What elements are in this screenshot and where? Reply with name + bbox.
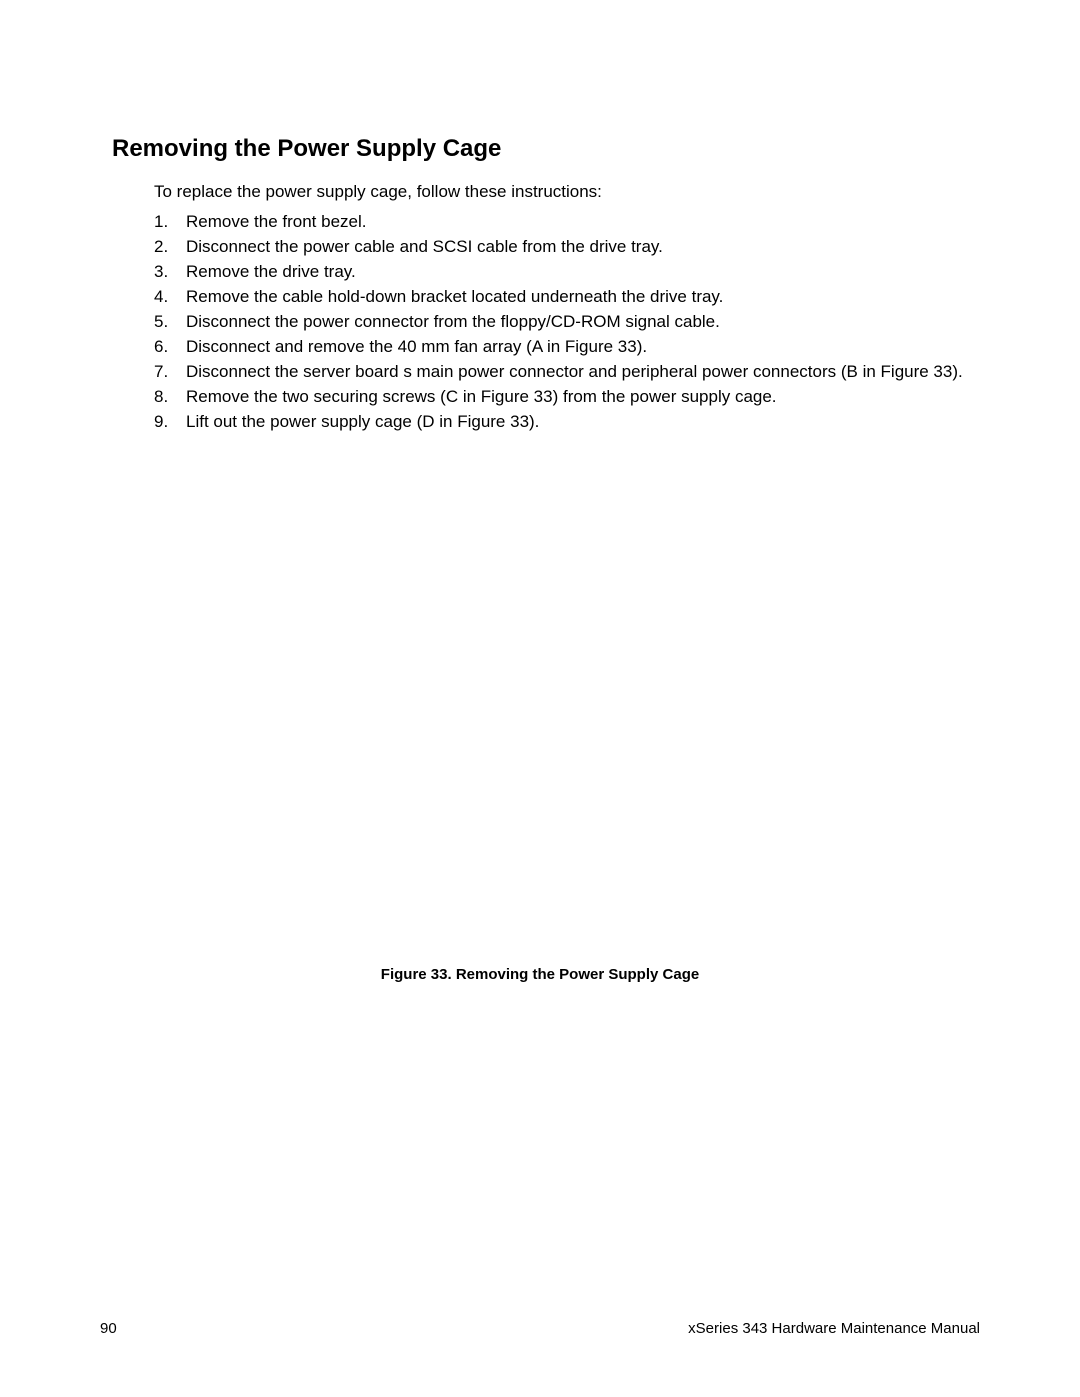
step-item: 9. Lift out the power supply cage (D in … — [154, 411, 980, 434]
step-text: Disconnect the power connector from the … — [186, 311, 980, 334]
step-item: 7. Disconnect the server board s main po… — [154, 361, 980, 384]
step-number: 8. — [154, 386, 186, 409]
step-item: 3. Remove the drive tray. — [154, 261, 980, 284]
step-number: 6. — [154, 336, 186, 359]
step-number: 5. — [154, 311, 186, 334]
page-number: 90 — [100, 1320, 117, 1337]
step-number: 4. — [154, 286, 186, 309]
step-text: Remove the two securing screws (C in Fig… — [186, 386, 980, 409]
step-text: Remove the cable hold-down bracket locat… — [186, 286, 980, 309]
step-item: 5. Disconnect the power connector from t… — [154, 311, 980, 334]
step-number: 2. — [154, 236, 186, 259]
step-item: 8. Remove the two securing screws (C in … — [154, 386, 980, 409]
step-number: 9. — [154, 411, 186, 434]
page-container: Removing the Power Supply Cage To replac… — [0, 0, 1080, 1397]
step-item: 2. Disconnect the power cable and SCSI c… — [154, 236, 980, 259]
figure-caption: Figure 33. Removing the Power Supply Cag… — [0, 966, 1080, 983]
step-text: Disconnect the power cable and SCSI cabl… — [186, 236, 980, 259]
step-text: Lift out the power supply cage (D in Fig… — [186, 411, 980, 434]
step-text: Disconnect the server board s main power… — [186, 361, 980, 384]
step-text: Remove the drive tray. — [186, 261, 980, 284]
step-item: 1. Remove the front bezel. — [154, 211, 980, 234]
intro-text: To replace the power supply cage, follow… — [154, 181, 980, 203]
section-heading: Removing the Power Supply Cage — [112, 135, 980, 163]
step-item: 6. Disconnect and remove the 40 mm fan a… — [154, 336, 980, 359]
step-number: 3. — [154, 261, 186, 284]
step-list: 1. Remove the front bezel. 2. Disconnect… — [154, 211, 980, 433]
step-text: Disconnect and remove the 40 mm fan arra… — [186, 336, 980, 359]
step-item: 4. Remove the cable hold-down bracket lo… — [154, 286, 980, 309]
footer-manual-title: xSeries 343 Hardware Maintenance Manual — [688, 1320, 980, 1337]
step-text: Remove the front bezel. — [186, 211, 980, 234]
step-number: 1. — [154, 211, 186, 234]
step-number: 7. — [154, 361, 186, 384]
page-footer: 90 xSeries 343 Hardware Maintenance Manu… — [100, 1320, 980, 1337]
